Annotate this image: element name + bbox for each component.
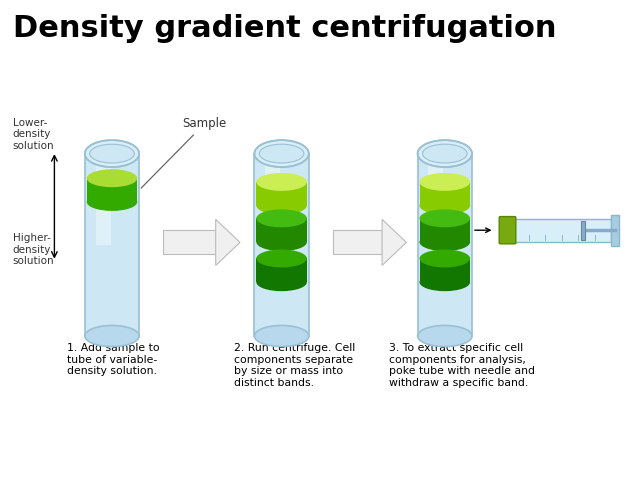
FancyBboxPatch shape <box>86 178 137 202</box>
Text: 1. Add sample to
tube of variable-
density solution.: 1. Add sample to tube of variable- densi… <box>67 343 160 376</box>
Ellipse shape <box>420 233 470 251</box>
FancyBboxPatch shape <box>256 182 307 205</box>
Text: Lower-
density
solution: Lower- density solution <box>13 118 54 151</box>
FancyBboxPatch shape <box>256 218 307 242</box>
FancyBboxPatch shape <box>265 163 280 245</box>
FancyBboxPatch shape <box>417 154 472 336</box>
Bar <box>333 230 382 254</box>
Ellipse shape <box>422 144 467 163</box>
FancyBboxPatch shape <box>84 154 140 336</box>
FancyBboxPatch shape <box>96 163 111 245</box>
Ellipse shape <box>259 144 304 163</box>
Polygon shape <box>216 219 240 265</box>
Ellipse shape <box>87 193 138 211</box>
FancyBboxPatch shape <box>581 221 585 240</box>
Text: 3. To extract specific cell
components for analysis,
poke tube with needle and
w: 3. To extract specific cell components f… <box>389 343 535 388</box>
Bar <box>163 230 216 254</box>
Text: Density gradient centrifugation: Density gradient centrifugation <box>13 14 556 43</box>
Ellipse shape <box>257 273 307 291</box>
Text: 2. Run centrifuge. Cell
components separate
by size or mass into
distinct bands.: 2. Run centrifuge. Cell components separ… <box>234 343 355 388</box>
FancyBboxPatch shape <box>420 258 470 282</box>
Ellipse shape <box>420 273 470 291</box>
Ellipse shape <box>257 250 307 267</box>
Ellipse shape <box>87 169 138 187</box>
Ellipse shape <box>257 173 307 191</box>
Ellipse shape <box>417 325 472 347</box>
Ellipse shape <box>420 209 470 228</box>
Ellipse shape <box>84 325 140 347</box>
Ellipse shape <box>255 325 309 347</box>
Ellipse shape <box>257 233 307 251</box>
Ellipse shape <box>257 209 307 228</box>
FancyBboxPatch shape <box>429 163 444 245</box>
FancyBboxPatch shape <box>611 215 619 246</box>
FancyBboxPatch shape <box>512 219 611 242</box>
Ellipse shape <box>420 173 470 191</box>
Text: Sample: Sample <box>141 117 227 188</box>
Text: Higher-
density
solution: Higher- density solution <box>13 233 54 266</box>
FancyBboxPatch shape <box>256 258 307 282</box>
FancyBboxPatch shape <box>420 218 470 242</box>
Polygon shape <box>382 219 406 265</box>
FancyBboxPatch shape <box>499 216 516 244</box>
Ellipse shape <box>257 197 307 215</box>
Ellipse shape <box>255 140 309 167</box>
Ellipse shape <box>90 144 134 163</box>
Ellipse shape <box>84 140 140 167</box>
FancyBboxPatch shape <box>420 182 470 205</box>
Ellipse shape <box>420 250 470 267</box>
Ellipse shape <box>420 197 470 215</box>
Ellipse shape <box>417 140 472 167</box>
FancyBboxPatch shape <box>255 154 309 336</box>
